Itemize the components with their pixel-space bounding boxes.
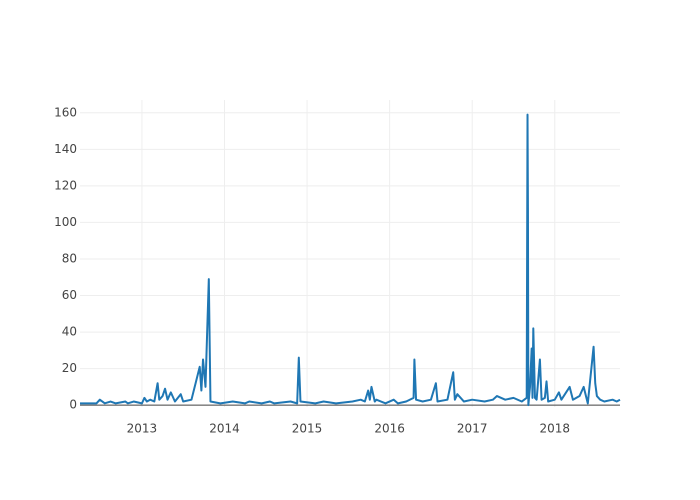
y-tick-label: 100 [54, 215, 77, 229]
x-tick-label: 2013 [127, 422, 158, 436]
y-tick-label: 40 [62, 325, 77, 339]
y-tick-label: 120 [54, 178, 77, 192]
y-tick-label: 80 [62, 251, 77, 265]
data-line [80, 113, 621, 407]
x-tick-label: 2014 [209, 422, 240, 436]
y-tick-label: 60 [62, 288, 77, 302]
x-tick-label: 2015 [292, 422, 323, 436]
y-tick-label: 160 [54, 105, 77, 119]
y-tick-label: 0 [69, 398, 77, 412]
x-tick-label: 2018 [539, 422, 570, 436]
x-tick-label: 2016 [374, 422, 405, 436]
y-tick-label: 20 [62, 361, 77, 375]
y-tick-label: 140 [54, 142, 77, 156]
x-tick-label: 2017 [457, 422, 488, 436]
